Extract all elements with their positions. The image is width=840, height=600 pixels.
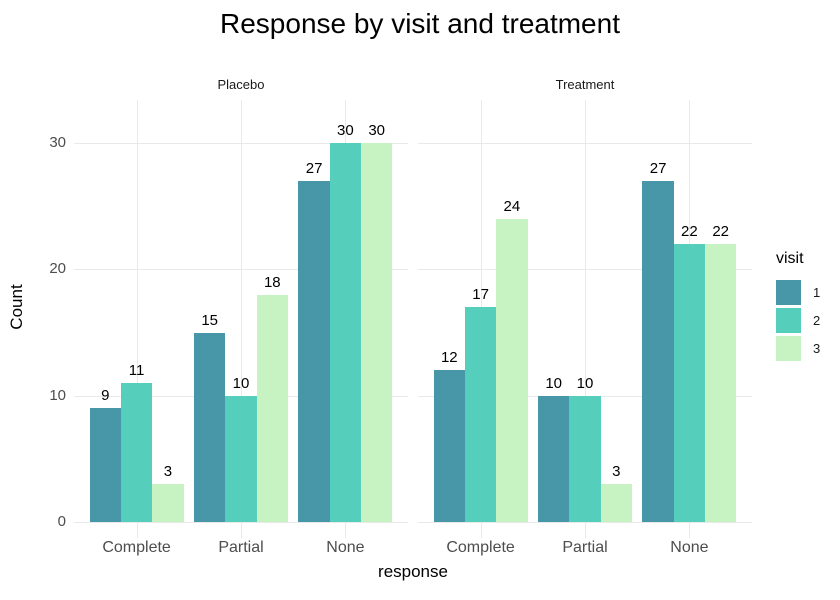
- legend-label-visit-2: 2: [813, 313, 821, 328]
- x-tick-label-none: None: [326, 539, 365, 556]
- legend-swatch-visit-2: [776, 308, 801, 333]
- bar-complete-visit3: [496, 218, 528, 522]
- bar-complete-visit2: [465, 307, 497, 522]
- bar-value-label: 30: [368, 122, 386, 140]
- legend-item-visit-2: 2: [776, 308, 820, 333]
- bar-none-visit3: [705, 244, 737, 522]
- bar-none-visit1: [642, 181, 674, 522]
- legend-item-visit-3: 3: [776, 336, 820, 361]
- bar-value-label: 30: [337, 122, 354, 140]
- gridline-vertical: [137, 100, 138, 538]
- bar-value-label: 24: [503, 197, 521, 215]
- bar-value-label: 10: [545, 374, 563, 392]
- bar-value-label: 11: [128, 362, 145, 380]
- bar-value-label: 17: [472, 286, 489, 304]
- bar-value-label: 22: [712, 223, 730, 241]
- y-tick-label: 10: [49, 386, 66, 404]
- legend-swatch-visit-3: [776, 336, 801, 361]
- bar-partial-visit3: [600, 484, 632, 522]
- bar-partial-visit2: [225, 395, 257, 522]
- chart-title: Response by visit and treatment: [220, 8, 620, 39]
- x-tick-label-partial: Partial: [562, 539, 608, 556]
- legend-label-visit-1: 1: [813, 285, 821, 300]
- bar-none-visit3: [361, 143, 393, 522]
- x-tick-label-complete: Complete: [446, 539, 515, 556]
- gridline-vertical: [241, 100, 242, 538]
- bar-partial-visit1: [194, 332, 226, 522]
- bar-complete-visit1: [89, 408, 121, 522]
- bar-value-label: 10: [232, 374, 250, 392]
- bar-value-label: 12: [440, 349, 458, 367]
- bar-value-label: 15: [201, 311, 219, 329]
- x-tick-label-partial: Partial: [218, 539, 264, 556]
- bar-complete-visit1: [433, 370, 465, 522]
- y-axis-title: Count: [7, 284, 26, 330]
- bar-value-label: 3: [612, 463, 621, 481]
- facet-panel-treatment: Treatment 12 17 24 Complete 10 10 3 Partial 27 22 2…: [418, 77, 752, 556]
- x-tick-label-none: None: [670, 539, 709, 556]
- bar-value-label: 22: [681, 223, 698, 241]
- bar-value-label: 10: [576, 374, 594, 392]
- legend-swatch-visit-1: [776, 280, 801, 305]
- x-axis-title: response: [378, 562, 448, 581]
- bar-partial-visit3: [256, 294, 288, 522]
- bar-value-label: 27: [305, 160, 323, 177]
- bar-complete-visit2: [121, 383, 153, 522]
- legend-item-visit-1: 1: [776, 280, 820, 305]
- legend: visit 1 2 3: [776, 250, 820, 364]
- y-tick-label: 30: [49, 134, 66, 152]
- gridline-vertical: [585, 100, 586, 538]
- y-tick-label: 20: [49, 260, 66, 278]
- bar-value-label: 9: [101, 387, 110, 405]
- bar-value-label: 18: [263, 273, 281, 291]
- facet-panel-placebo: Placebo 9 11 3 Complete 15 10 18 Partial 27 30 30 No…: [74, 77, 408, 556]
- bar-value-label: 27: [649, 160, 667, 177]
- legend-items: 1 2 3: [776, 280, 820, 361]
- bar-complete-visit3: [152, 484, 184, 522]
- x-tick-label-complete: Complete: [102, 539, 171, 556]
- bar-partial-visit1: [538, 395, 570, 522]
- y-tick-label: 0: [57, 513, 66, 530]
- bar-none-visit2: [329, 143, 361, 522]
- facet-strip-label: Placebo: [217, 77, 265, 92]
- bar-value-label: 3: [163, 463, 173, 481]
- legend-label-visit-3: 3: [813, 341, 821, 356]
- bar-none-visit2: [673, 244, 705, 522]
- legend-title: visit: [776, 250, 804, 267]
- facet-strip-label: Treatment: [555, 77, 615, 92]
- bar-none-visit1: [298, 181, 330, 522]
- bar-partial-visit2: [569, 395, 601, 522]
